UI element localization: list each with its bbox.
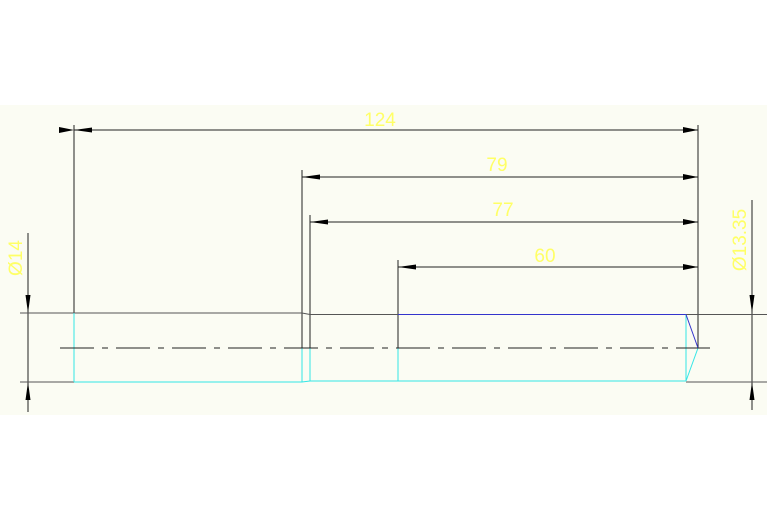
dimension-text-124: 124 bbox=[364, 110, 396, 131]
diameter-arrowheads bbox=[25, 295, 755, 400]
dimension-text-77: 77 bbox=[492, 200, 513, 221]
diameter-text-left: Ø14 bbox=[6, 240, 27, 276]
drawing-background bbox=[0, 105, 767, 415]
dimension-text-79: 79 bbox=[486, 155, 507, 176]
diameter-text-right: Ø13.35 bbox=[730, 209, 751, 271]
left-arrowheads bbox=[74, 127, 416, 270]
extension-lines bbox=[73, 125, 699, 348]
part-outline bbox=[20, 312, 767, 383]
dimension-text-60: 60 bbox=[534, 246, 555, 267]
